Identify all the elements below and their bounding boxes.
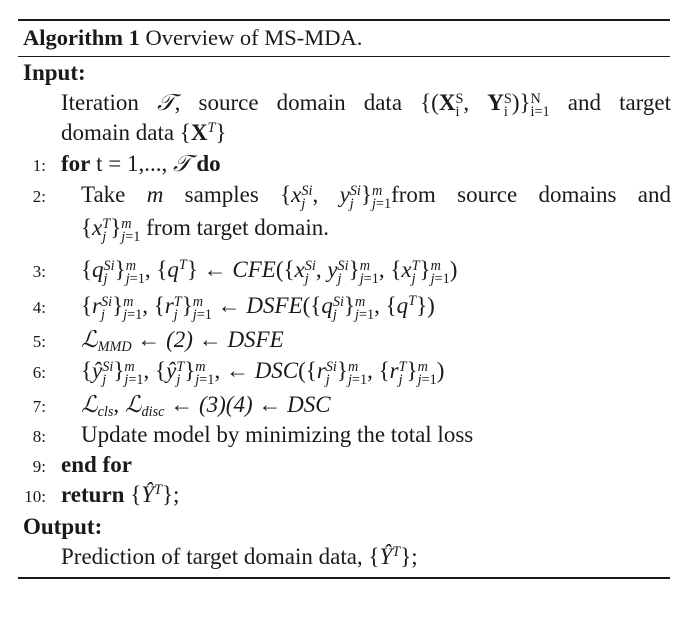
algo-line-7: ℒcls, ℒdisc ← (3)(4) ← DSC xyxy=(81,392,331,420)
line-number-9: 9: xyxy=(32,457,46,476)
algo-line-2a: Take m samples {x Si j, y Si j} m j=1 from sour… xyxy=(81,182,671,212)
bottom-rule xyxy=(18,577,670,579)
algorithm-caption: Algorithm 1 Overview of MS-MDA. xyxy=(23,24,362,52)
algo-line-10: return {ŶT}; xyxy=(61,482,180,507)
algorithm-title: Overview of MS-MDA. xyxy=(139,25,363,50)
algo-line-5: ℒMMD ← (2) ← DSFE xyxy=(81,327,284,355)
top-rule xyxy=(18,19,670,21)
algo-line-3: {q Si j} m j=1, {qT} ← CFE({x Si j, y Si j} m j=1,… xyxy=(81,257,458,287)
line-number-8: 8: xyxy=(32,427,46,446)
line-number-7: 7: xyxy=(32,397,46,416)
line-number-6: 6: xyxy=(32,363,46,382)
input-label: Input: xyxy=(23,60,86,85)
input-line-2: domain data {XT} xyxy=(61,120,227,145)
algo-line-9: end for xyxy=(61,452,132,477)
output-line: Prediction of target domain data, {ŶT}; xyxy=(61,544,418,569)
line-number-1: 1: xyxy=(32,156,46,175)
output-label: Output: xyxy=(23,514,103,539)
algo-line-8: Update model by minimizing the total los… xyxy=(81,422,474,447)
line-number-5: 5: xyxy=(32,332,46,351)
line-number-10: 10: xyxy=(24,487,46,506)
line-number-2: 2: xyxy=(32,187,46,206)
algo-line-1: for t = 1,..., 𝒯 do xyxy=(61,151,221,177)
line-number-4: 4: xyxy=(32,298,46,317)
algorithm-label: Algorithm 1 xyxy=(23,25,140,50)
line-number-3: 3: xyxy=(32,262,46,281)
caption-rule xyxy=(18,56,670,57)
